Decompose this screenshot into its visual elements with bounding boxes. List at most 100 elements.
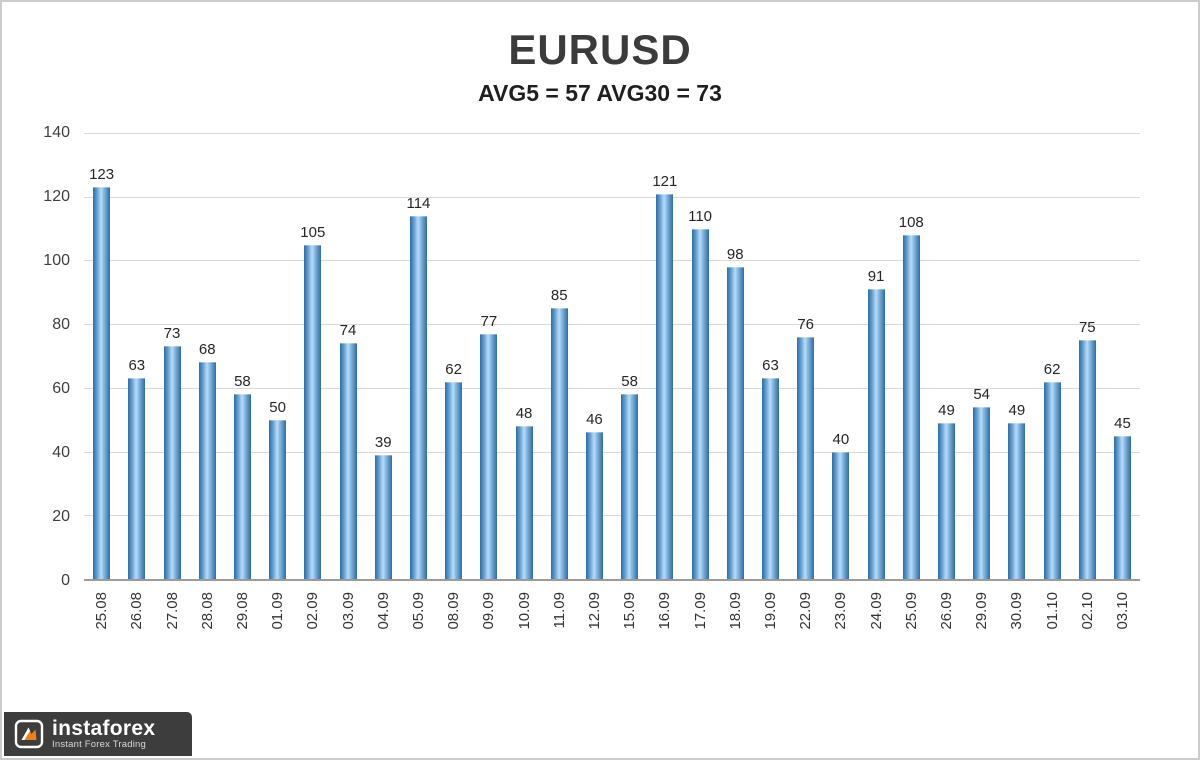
bar-slot: 58 <box>612 133 647 579</box>
x-tick-label: 19.09 <box>761 592 779 630</box>
bar-value-label: 73 <box>163 325 181 343</box>
bar-value-label: 49 <box>938 401 955 419</box>
x-tick-label: 29.09 <box>973 592 991 630</box>
x-tick-label: 18.09 <box>726 592 744 630</box>
x-tick-label: 03.10 <box>1113 592 1131 630</box>
bar <box>445 381 463 579</box>
x-tick-slot: 17.09 <box>682 583 717 678</box>
bar <box>832 451 850 579</box>
x-tick-label: 26.08 <box>128 592 146 630</box>
bar-value-label: 39 <box>374 433 392 451</box>
bar-slot: 49 <box>929 133 964 579</box>
bar-slot: 77 <box>471 133 506 579</box>
bar <box>902 234 920 579</box>
bar-slot: 48 <box>506 133 541 579</box>
y-axis-labels: 0 20 40 60 80 100 120 140 <box>22 124 80 589</box>
gridline <box>84 451 1140 453</box>
x-tick-slot: 10.09 <box>506 583 541 678</box>
x-tick-label: 15.09 <box>621 592 639 630</box>
bar-slot: 121 <box>647 133 682 579</box>
bar-slot: 54 <box>964 133 999 579</box>
x-tick-slot: 11.09 <box>542 583 577 678</box>
bar-value-label: 48 <box>515 405 533 423</box>
x-tick-slot: 26.09 <box>929 583 964 678</box>
bar-chart: 0 20 40 60 80 100 120 140 123 63 73 68 58 50 105 74 39 1… <box>22 124 1140 678</box>
bar-value-label: 121 <box>652 172 678 190</box>
bar <box>93 187 111 579</box>
x-tick-label: 17.09 <box>691 592 709 630</box>
bar <box>726 266 744 579</box>
bar <box>1008 422 1026 579</box>
bar-slot: 75 <box>1070 133 1105 579</box>
logo-brand: instaforex <box>52 716 156 740</box>
bar-slot: 91 <box>858 133 893 579</box>
chart-title: EURUSD <box>508 26 692 73</box>
x-tick-label: 26.09 <box>937 592 955 630</box>
x-tick-label: 11.09 <box>550 592 568 629</box>
x-tick-slot: 29.08 <box>225 583 260 678</box>
bar-value-label: 91 <box>867 268 885 286</box>
x-tick-label: 04.09 <box>374 592 392 630</box>
x-tick-slot: 02.10 <box>1070 583 1105 678</box>
x-tick-slot: 02.09 <box>295 583 330 678</box>
bar <box>797 336 815 579</box>
bar-value-label: 50 <box>269 398 286 416</box>
bar-value-label: 77 <box>480 312 498 330</box>
y-tick-label: 80 <box>52 316 70 333</box>
instaforex-logo: instaforex Instant Forex Trading <box>4 712 192 756</box>
x-tick-slot: 09.09 <box>471 583 506 678</box>
x-tick-label: 25.08 <box>93 592 111 630</box>
bar-value-label: 58 <box>234 373 251 391</box>
bar <box>937 422 955 579</box>
bar-slot: 74 <box>330 133 365 579</box>
bar-value-label: 62 <box>1043 360 1061 378</box>
bar-value-label: 49 <box>1008 401 1026 419</box>
bar-slot: 98 <box>718 133 753 579</box>
bar-value-label: 40 <box>832 430 850 448</box>
bar-value-label: 76 <box>797 315 814 333</box>
bar-slot: 50 <box>260 133 295 579</box>
bar <box>233 394 251 579</box>
x-tick-slot: 15.09 <box>612 583 647 678</box>
y-tick-label: 60 <box>52 380 70 397</box>
x-tick-slot: 03.09 <box>330 583 365 678</box>
bar-slot: 85 <box>542 133 577 579</box>
bar-slot: 62 <box>436 133 471 579</box>
y-tick-label: 20 <box>52 508 70 525</box>
bar-value-label: 63 <box>128 357 146 375</box>
bar <box>515 426 533 579</box>
gridline <box>84 133 1140 134</box>
y-tick-label: 140 <box>43 124 70 141</box>
bar-value-label: 63 <box>762 357 779 375</box>
bar-slot: 45 <box>1105 133 1140 579</box>
bar <box>621 394 639 579</box>
x-tick-slot: 28.08 <box>190 583 225 678</box>
bar-value-label: 108 <box>898 213 924 231</box>
bar-slot: 49 <box>999 133 1034 579</box>
y-tick-label: 120 <box>43 188 70 205</box>
x-tick-label: 25.09 <box>902 592 920 630</box>
x-tick-label: 02.09 <box>304 592 322 630</box>
x-tick-label: 23.09 <box>832 592 850 630</box>
x-tick-label: 27.08 <box>163 592 181 630</box>
bar-value-label: 98 <box>726 245 744 263</box>
y-tick-label: 100 <box>43 252 70 269</box>
bar-slot: 108 <box>894 133 929 579</box>
x-tick-label: 05.09 <box>409 592 427 630</box>
bar-slot: 58 <box>225 133 260 579</box>
bar <box>550 308 568 579</box>
x-tick-label: 12.09 <box>585 592 603 630</box>
logo-tagline: Instant Forex Trading <box>52 739 146 751</box>
bar <box>867 289 885 579</box>
bar-slot: 68 <box>190 133 225 579</box>
y-tick-label: 40 <box>52 444 70 461</box>
bar-slot: 39 <box>366 133 401 579</box>
bar-value-label: 45 <box>1114 414 1131 432</box>
x-tick-label: 01.10 <box>1043 592 1061 630</box>
x-tick-label: 16.09 <box>656 592 674 630</box>
x-tick-label: 30.09 <box>1008 592 1026 630</box>
x-tick-label: 03.09 <box>339 592 357 630</box>
bar <box>656 193 674 579</box>
x-tick-slot: 27.08 <box>154 583 189 678</box>
x-tick-label: 01.09 <box>269 592 287 630</box>
